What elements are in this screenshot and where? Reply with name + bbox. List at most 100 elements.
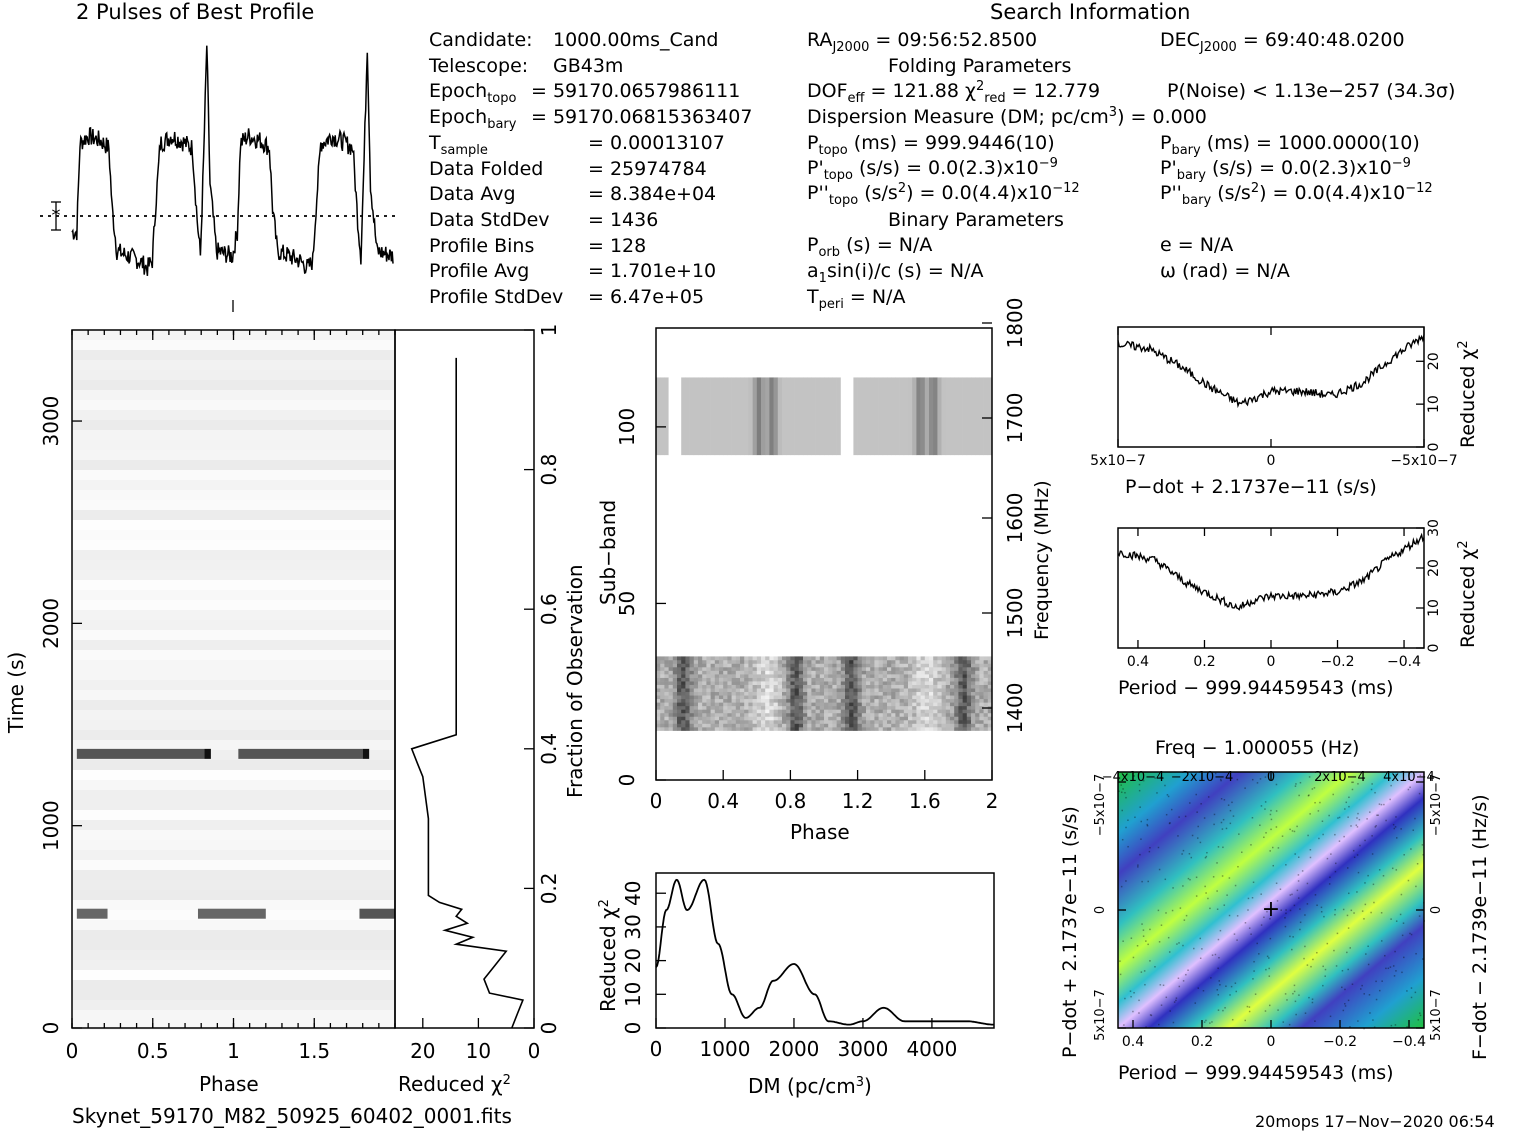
subband-cell xyxy=(828,691,833,696)
info-label-9: Profile Avg xyxy=(429,260,530,283)
subband-cell xyxy=(924,670,930,675)
subband-cell xyxy=(937,716,942,721)
subband-cell xyxy=(962,723,968,728)
subband-cell xyxy=(874,716,879,721)
ppdot-y2tick-0: −5x10−7 xyxy=(1429,774,1444,837)
ppdot-noise xyxy=(1171,909,1174,912)
subband-cell xyxy=(866,709,871,714)
subband-xtick-3: 1.2 xyxy=(842,789,874,813)
porb-label: Porb (s) = N/A xyxy=(807,234,933,260)
subband-cell xyxy=(903,688,909,693)
subband-cell xyxy=(668,712,674,717)
subband-cell xyxy=(924,727,930,731)
subband-cell xyxy=(672,698,678,703)
ppdot-noise xyxy=(1253,970,1255,972)
subband-cell xyxy=(891,723,896,728)
ppdot-noise xyxy=(1284,917,1286,919)
subband-cell xyxy=(983,684,989,689)
subband-top-cell xyxy=(706,377,711,456)
subband-cell xyxy=(706,656,711,661)
subband-cell xyxy=(929,723,934,728)
subband-cell xyxy=(845,691,850,696)
subband-cell xyxy=(954,702,959,707)
subband-cell xyxy=(693,667,699,671)
profile-plot: * xyxy=(40,45,396,276)
subband-cell xyxy=(807,667,812,671)
subband-cell xyxy=(945,663,951,668)
subband-cell xyxy=(723,712,728,717)
subband-cell xyxy=(887,684,892,689)
subband-cell xyxy=(908,656,913,661)
subband-cell xyxy=(929,674,934,678)
subband-cell xyxy=(895,688,900,693)
subband-cell xyxy=(714,698,720,703)
ppdot-noise xyxy=(1216,862,1218,864)
time-row xyxy=(72,870,395,880)
subband-cell xyxy=(769,677,774,682)
subband-cell xyxy=(723,727,728,731)
time-row xyxy=(72,660,395,670)
time-row xyxy=(72,420,395,430)
ppdot-noise xyxy=(1138,999,1140,1002)
subband-cell xyxy=(933,659,938,664)
ppdot-noise xyxy=(1129,990,1132,992)
ppdot-noise xyxy=(1284,925,1287,928)
ppdot-noise xyxy=(1226,894,1228,896)
subband-cell xyxy=(962,667,968,671)
ppdot-noise xyxy=(1279,888,1282,890)
subband-cell xyxy=(702,719,707,724)
ppdot-noise xyxy=(1409,932,1411,935)
subband-cell xyxy=(664,695,669,700)
subband-top-cell xyxy=(798,377,804,456)
subband-cell xyxy=(790,723,795,728)
ppdot-noise xyxy=(1297,880,1300,882)
subband-cell xyxy=(987,684,993,689)
subband-cell xyxy=(912,691,917,696)
ppdot-noise xyxy=(1344,808,1346,810)
subband-cell xyxy=(849,705,854,710)
subband-cell xyxy=(908,659,913,664)
subband-cell xyxy=(861,705,867,710)
subband-cell xyxy=(979,667,984,671)
freq-ytick-3: 1700 xyxy=(1003,393,1027,444)
subband-cell xyxy=(950,716,955,721)
subband-top-cell xyxy=(954,377,959,456)
ppdot-noise xyxy=(1157,909,1160,912)
subband-cell xyxy=(987,712,993,717)
subband-cell xyxy=(811,716,816,721)
subband-cell xyxy=(660,698,665,703)
time-row xyxy=(72,400,395,410)
ppdot-noise xyxy=(1357,812,1359,815)
subband-cell xyxy=(979,719,984,724)
ppdot-noise xyxy=(1187,969,1189,971)
ppdot-noise xyxy=(1422,958,1424,960)
ppdot-noise xyxy=(1322,965,1324,968)
subband-cell xyxy=(836,674,842,678)
subband-cell xyxy=(782,709,787,714)
subband-cell xyxy=(698,659,703,664)
subband-cell xyxy=(702,723,707,728)
subband-cell xyxy=(849,695,854,700)
subband-cell xyxy=(824,674,829,678)
subband-cell xyxy=(861,681,867,685)
subband-cell xyxy=(971,709,976,714)
pdot-ytick-0: 0 xyxy=(1426,443,1442,452)
subband-cell xyxy=(664,691,669,696)
ppdot-noise xyxy=(1218,957,1220,959)
time-ytick-1: 1000 xyxy=(39,800,63,851)
subband-cell xyxy=(828,702,833,707)
ppdot-noise xyxy=(1220,798,1223,800)
subband-cell xyxy=(878,705,884,710)
ppdot-noise xyxy=(1280,909,1282,911)
subband-cell xyxy=(832,695,837,700)
subband-cell xyxy=(878,698,884,703)
ppdot-xtick-1: 0.2 xyxy=(1191,1034,1213,1050)
ppdot-noise xyxy=(1375,998,1378,1001)
ppdot-noise xyxy=(1175,999,1177,1002)
time-row xyxy=(72,980,395,990)
subband-top-cell xyxy=(765,377,770,456)
subband-cell xyxy=(798,705,804,710)
subband-cell xyxy=(887,723,892,728)
subband-cell xyxy=(983,709,989,714)
